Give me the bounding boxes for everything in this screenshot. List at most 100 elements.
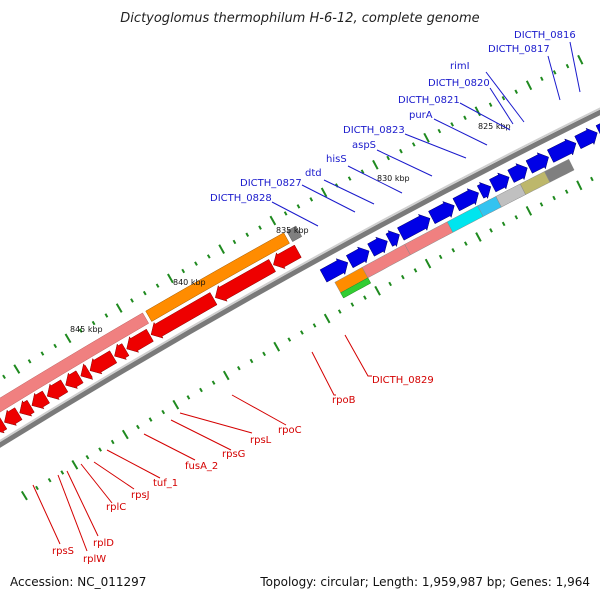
scale-tick — [401, 274, 405, 280]
reverse-strand-genes — [0, 244, 302, 434]
scale-tick — [194, 261, 198, 266]
leader-line — [170, 419, 232, 451]
scale-tick — [130, 298, 134, 303]
leader-line — [66, 470, 99, 537]
scale-tick — [540, 76, 544, 82]
cog-ring — [334, 158, 575, 299]
scale-tick — [115, 303, 123, 313]
scale-label: 835 kbp — [276, 226, 309, 235]
reverse-gene-arrow — [150, 292, 218, 339]
gene-label-rimi: rimI — [450, 61, 470, 72]
red-gene-labels: DICTH_0829 rpoB rpoC rpsL rpsG fusA_2 tu… — [32, 334, 434, 565]
leader-line — [231, 394, 287, 426]
leader-line — [143, 433, 196, 461]
reverse-gene-arrow — [273, 244, 302, 270]
scale-tick — [350, 302, 355, 307]
gene-label-rpld: rplD — [93, 538, 114, 549]
scale-tick — [287, 337, 292, 342]
gene-label-dicth-0828: DICTH_0828 — [210, 193, 272, 204]
scale-tick — [438, 254, 443, 260]
scale-tick — [552, 70, 557, 75]
scale-tick — [245, 232, 250, 237]
gene-label-rplw: rplW — [83, 554, 106, 565]
scale-tick — [249, 358, 254, 364]
reverse-gene-arrow — [215, 259, 276, 302]
scale-ticks-inner — [2, 54, 584, 380]
scale-tick — [474, 106, 481, 117]
reverse-gene-arrow — [126, 328, 154, 353]
scale-tick — [20, 490, 28, 501]
scale-tick — [269, 215, 277, 226]
gene-label-dicth-0820: DICTH_0820 — [428, 78, 490, 89]
scale-label: 840 kbp — [173, 278, 206, 287]
scale-tick — [374, 285, 381, 296]
forward-gene-arrow — [574, 127, 598, 150]
gene-label-rpss: rpsS — [52, 546, 74, 557]
cog-segment — [0, 312, 150, 413]
leader-line — [106, 449, 161, 479]
leader-line — [344, 334, 372, 377]
scale-tick — [451, 248, 456, 253]
scale-tick — [13, 364, 21, 374]
map-title: Dictyoglomus thermophilum H-6-12, comple… — [120, 11, 479, 26]
scale-tick — [155, 283, 160, 288]
scale-tick — [206, 254, 211, 259]
scale-tick — [437, 128, 442, 134]
scale-tick — [121, 429, 129, 440]
leader-line — [489, 87, 514, 125]
reverse-gene-arrow — [114, 343, 130, 360]
leader-line — [179, 412, 253, 434]
forward-gene-arrow — [595, 123, 600, 135]
scale-tick — [262, 351, 266, 357]
scale-tick — [413, 268, 418, 273]
scale-tick — [148, 417, 153, 422]
gene-label-dtd: dtd — [305, 168, 322, 179]
leader-line — [323, 179, 375, 205]
gene-label-rpsg: rpsG — [222, 449, 245, 460]
genome-backbone — [0, 109, 600, 448]
scale-label: 830 kbp — [377, 174, 410, 183]
scale-tick — [552, 195, 556, 201]
scale-tick — [424, 258, 432, 269]
scale-tick — [142, 290, 147, 296]
gene-label-rpsj: rpsJ — [131, 490, 150, 501]
scale-tick — [450, 122, 454, 127]
genome-summary: Topology: circular; Length: 1,959,987 bp… — [259, 575, 590, 589]
gene-label-tuf-1: tuf_1 — [153, 478, 178, 489]
scale-tick — [576, 180, 583, 191]
scale-tick — [360, 169, 365, 174]
gene-label-dicth-0816: DICTH_0816 — [514, 30, 576, 41]
leader-line — [57, 474, 88, 552]
scale-tick — [475, 232, 482, 242]
scale-tick — [309, 197, 314, 202]
forward-gene-arrow — [345, 246, 370, 269]
forward-gene-arrow — [489, 172, 510, 193]
forward-gene-arrow — [525, 152, 549, 174]
blue-gene-labels: DICTH_0816 DICTH_0817 rimI DICTH_0820 DI… — [210, 30, 581, 227]
leader-line — [80, 463, 113, 504]
scale-tick — [258, 225, 262, 230]
accession-label: Accession: NC_011297 — [10, 575, 146, 589]
scale-tick — [283, 211, 288, 216]
cog-segment — [361, 243, 411, 279]
scale-tick — [463, 115, 467, 121]
scale-tick — [181, 268, 186, 274]
reverse-gene-arrow — [31, 390, 50, 410]
scale-tick — [85, 454, 90, 460]
leader-line — [569, 41, 581, 93]
scale-tick — [2, 374, 6, 380]
scale-tick — [199, 387, 203, 393]
genome-backbone-highlight — [0, 107, 600, 443]
scale-tick — [78, 328, 83, 333]
scale-tick — [186, 395, 191, 400]
scale-tick — [161, 409, 166, 415]
scale-tick — [525, 205, 533, 216]
forward-gene-arrow — [319, 258, 349, 283]
scale-tick — [399, 148, 403, 154]
scale-label: 825 kbp — [478, 122, 511, 131]
gene-label-asps: aspS — [352, 140, 376, 151]
cog-segment — [286, 225, 303, 242]
scale-tick — [110, 439, 115, 445]
forward-gene-arrow — [452, 188, 479, 212]
